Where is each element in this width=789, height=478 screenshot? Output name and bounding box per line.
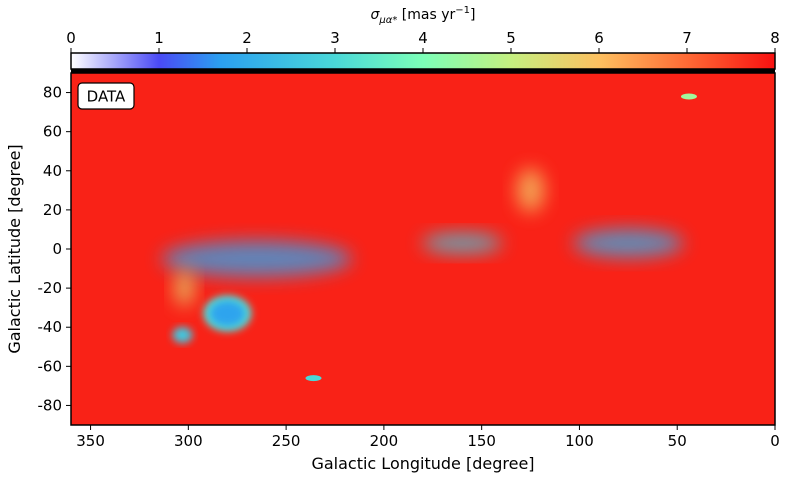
y-tick-label: 20 <box>43 201 62 219</box>
colorbar-tick-label: 4 <box>418 29 428 47</box>
colorbar-tick-label: 6 <box>594 29 604 47</box>
colorbar-tick-label: 2 <box>242 29 252 47</box>
x-tick-label: 0 <box>770 432 780 450</box>
y-axis-ticks: 80 60 40 20 0 -20 -40 -60 -80 <box>38 84 71 414</box>
heatmap-features <box>161 93 697 382</box>
panel-label-frame <box>77 82 135 110</box>
band-texture <box>516 168 545 213</box>
colorbar-tick-label: 3 <box>330 29 340 47</box>
colorbar-separator <box>71 69 775 73</box>
colorbar-title-exponent: −1 <box>455 5 470 16</box>
y-axis-title: Galactic Latitude [degree] <box>5 144 24 353</box>
colorbar-tick-label: 0 <box>66 29 76 47</box>
y-tick-label: 40 <box>43 162 62 180</box>
cluster-feature <box>680 93 697 100</box>
panel-label: DATA <box>87 88 126 106</box>
cluster-feature <box>305 375 322 382</box>
x-axis-title: Galactic Longitude [degree] <box>311 454 534 473</box>
x-tick-label: 250 <box>272 432 301 450</box>
y-tick-label: -60 <box>38 357 63 375</box>
band-texture <box>573 229 684 258</box>
colorbar-ticks: 0 1 2 3 4 5 6 7 8 <box>66 29 780 53</box>
band-texture <box>174 270 195 307</box>
y-tick-label: 0 <box>52 240 62 258</box>
x-tick-label: 300 <box>174 432 203 450</box>
colorbar-tick-label: 5 <box>506 29 516 47</box>
y-tick-label: 80 <box>43 84 62 102</box>
small-magellanic-cloud-feature <box>172 327 193 344</box>
colorbar-tick-label: 7 <box>682 29 692 47</box>
colorbar: 0 1 2 3 4 5 6 7 8 <box>66 29 780 70</box>
colorbar-title: σμα* [mas yr−1] <box>371 5 476 26</box>
band-texture <box>161 240 352 277</box>
x-tick-label: 200 <box>370 432 399 450</box>
x-axis-ticks: 350 300 250 200 150 100 50 0 <box>76 425 780 450</box>
colorbar-title-symbol: σ <box>371 7 381 23</box>
large-magellanic-cloud-feature <box>209 300 246 327</box>
map-plot: 350 300 250 200 150 100 50 0 806040200-20-40-60… <box>38 69 780 450</box>
x-tick-label: 100 <box>565 432 594 450</box>
y-tick-label: -40 <box>38 318 63 336</box>
y-tick-label: -80 <box>38 396 63 414</box>
x-tick-label: 150 <box>467 432 496 450</box>
x-tick-label: 350 <box>76 432 105 450</box>
colorbar-tick-label: 1 <box>154 29 164 47</box>
band-texture <box>422 233 503 254</box>
colorbar-title-close: ] <box>470 7 475 23</box>
colorbar-fill <box>71 53 775 69</box>
heatmap-layer <box>71 73 775 425</box>
colorbar-title-units: [mas yr <box>397 7 455 23</box>
x-tick-label: 50 <box>668 432 687 450</box>
panel-label-box: DATA <box>77 82 135 110</box>
colorbar-tick-label: 8 <box>770 29 780 47</box>
y-tick-label: -20 <box>38 279 63 297</box>
y-tick-label: 60 <box>43 123 62 141</box>
colorbar-title-subscript: μα* <box>378 15 397 26</box>
